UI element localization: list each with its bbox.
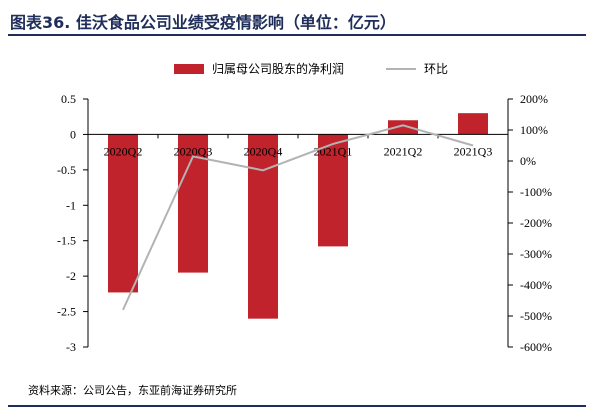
category-label-2020Q4: 2020Q4 xyxy=(244,144,283,158)
left-tick-label: -1.5 xyxy=(57,234,76,248)
left-tick-label: -0.5 xyxy=(57,163,76,177)
category-label-2020Q3: 2020Q3 xyxy=(174,144,213,158)
left-tick-label: 0.5 xyxy=(61,92,76,106)
footer-rule xyxy=(8,405,586,407)
bar-2021Q1 xyxy=(318,134,348,247)
category-label-2021Q3: 2021Q3 xyxy=(454,144,493,158)
category-label-2021Q2: 2021Q2 xyxy=(384,144,423,158)
category-label-2020Q2: 2020Q2 xyxy=(104,144,143,158)
left-tick-label: -2.5 xyxy=(57,305,76,319)
bar-2020Q2 xyxy=(108,134,138,293)
bar-2020Q4 xyxy=(248,134,278,319)
legend-bar-label: 归属母公司股东的净利润 xyxy=(212,61,344,76)
right-tick-label: -600% xyxy=(520,340,552,354)
right-tick-label: -400% xyxy=(520,278,552,292)
plot-area: 0.5 0 -0.5 -1 -1.5 -2 -2.5 -3 200% 100% 0% -100% -20… xyxy=(57,92,552,354)
right-tick-label: 200% xyxy=(520,92,548,106)
right-tick-label: 0% xyxy=(520,154,536,168)
left-tick-label: 0 xyxy=(70,127,76,141)
category-label-2021Q1: 2021Q1 xyxy=(314,144,353,158)
left-tick-label: -3 xyxy=(66,340,76,354)
legend-bar-swatch xyxy=(174,64,204,74)
right-tick-label: -300% xyxy=(520,247,552,261)
right-tick-label: 100% xyxy=(520,123,548,137)
legend-line-label: 环比 xyxy=(424,62,448,76)
left-tick-label: -1 xyxy=(66,198,76,212)
title-bar: 图表36. 佳沃食品公司业绩受疫情影响（单位：亿元） xyxy=(8,4,586,36)
right-tick-label: -100% xyxy=(520,185,552,199)
legend: 归属母公司股东的净利润 环比 xyxy=(174,61,448,76)
right-tick-label: -200% xyxy=(520,216,552,230)
bar-2021Q3 xyxy=(458,113,488,135)
line-series-huanbi xyxy=(122,124,474,311)
left-tick-label: -2 xyxy=(66,269,76,283)
chart: 归属母公司股东的净利润 环比 0.5 0 -0.5 -1 -1.5 -2 -2.5 -3 200… xyxy=(57,61,552,354)
right-tick-label: -500% xyxy=(520,309,552,323)
source-note: 资料来源：公司公告，东亚前海证券研究所 xyxy=(28,384,237,397)
bar-2021Q2 xyxy=(388,120,418,135)
figure-title: 图表36. 佳沃食品公司业绩受疫情影响（单位：亿元） xyxy=(10,13,396,32)
